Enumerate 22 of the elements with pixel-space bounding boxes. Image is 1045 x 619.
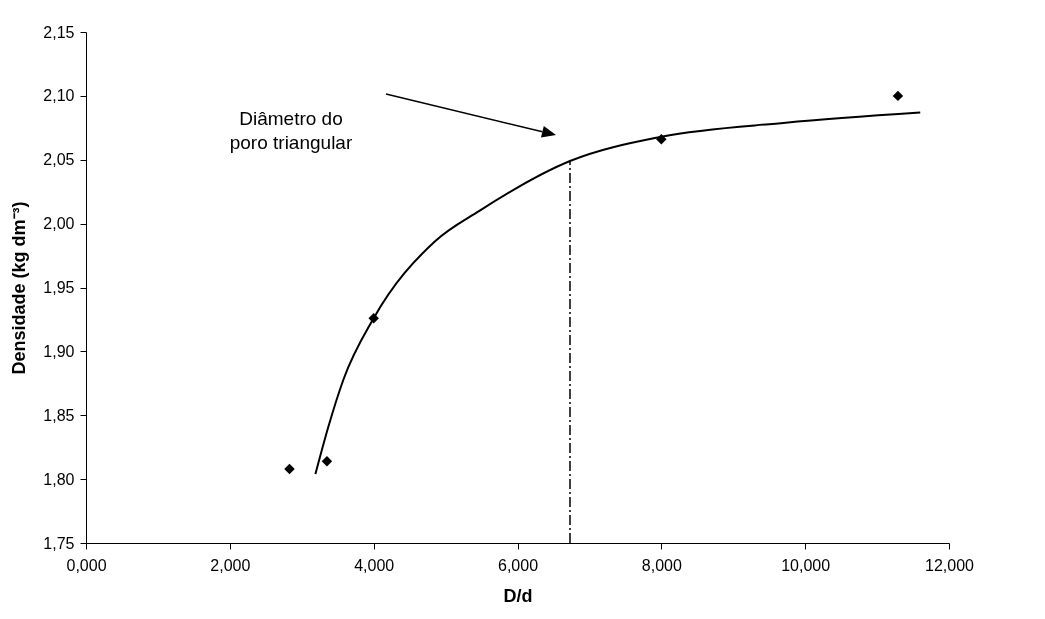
y-tick-label: 2,00 — [43, 215, 75, 233]
y-tick-label: 1,85 — [43, 406, 75, 424]
x-tick-label: 4,000 — [354, 556, 395, 574]
x-tick-label: 10,000 — [781, 556, 831, 574]
x-tick-label: 8,000 — [641, 556, 682, 574]
y-axis-title: Densidade (kg dm⁻³) — [9, 201, 30, 375]
y-tick-label: 2,05 — [43, 151, 75, 169]
x-tick-label: 6,000 — [497, 556, 539, 574]
y-tick-label: 1,95 — [43, 279, 75, 296]
annotation: Diâmetro do poro triangular — [229, 108, 353, 153]
x-tick-label: 2,000 — [210, 556, 251, 574]
point — [284, 463, 295, 475]
y-tick-label: 1,90 — [43, 342, 75, 360]
y-tick-label: 1,75 — [43, 534, 75, 552]
point — [321, 456, 333, 467]
y-tick-label: 1,80 — [43, 470, 75, 488]
x-axis-title: D/d — [503, 585, 533, 606]
y-tick-label: 2,10 — [43, 87, 75, 105]
x-tick-label: 0,000 — [66, 556, 107, 574]
y-tick-label: 2,15 — [43, 23, 75, 41]
point — [892, 90, 904, 102]
x-tick-label: 12,000 — [925, 556, 975, 574]
